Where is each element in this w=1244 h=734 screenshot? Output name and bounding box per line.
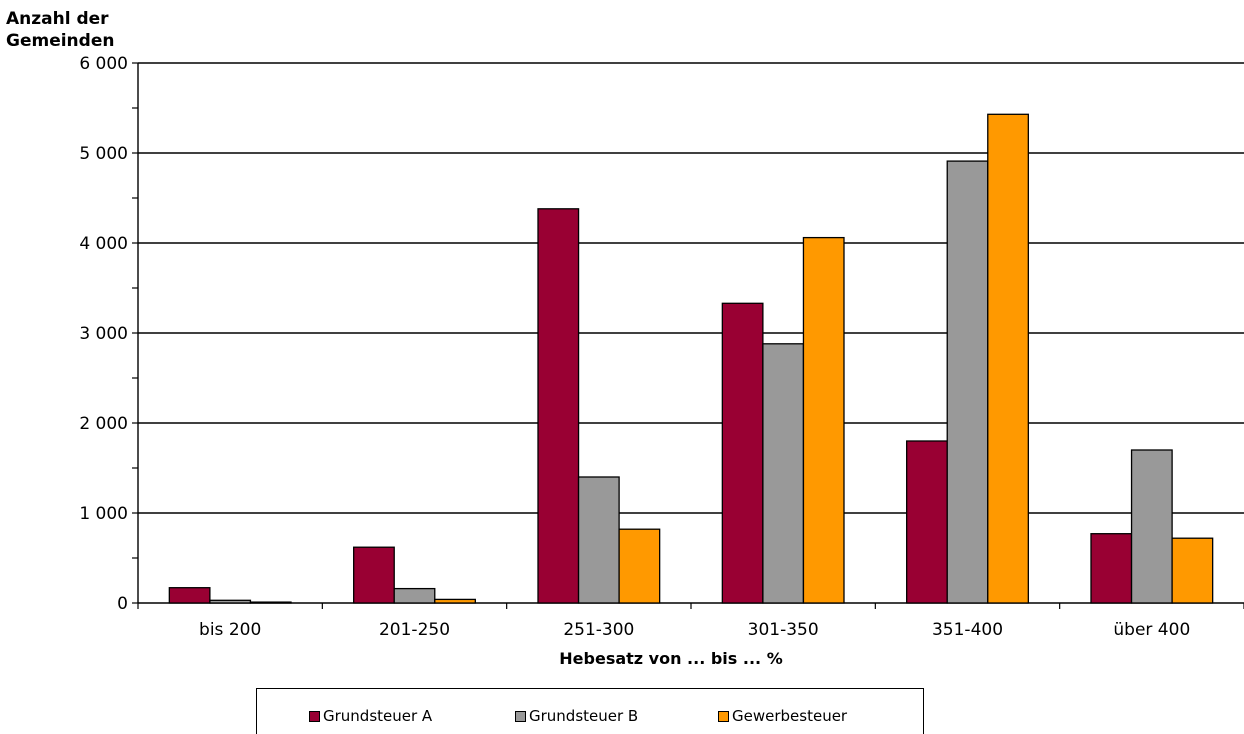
x-tick-label-2: 251-300 <box>563 620 634 640</box>
bar-grundsteuer-b-4 <box>946 160 989 604</box>
y-tick-label-6: 6 000 <box>79 54 128 74</box>
bar-gewerbesteuer-0 <box>249 601 292 604</box>
bar-grundsteuer-a-1 <box>353 546 395 604</box>
bar-grundsteuer-a-3 <box>721 302 764 604</box>
y-tick-label-1: 1 000 <box>79 504 128 524</box>
legend-label-grundsteuer-a: Grundsteuer A <box>323 707 433 725</box>
bar-gewerbesteuer-4 <box>987 113 1029 604</box>
x-tick-label-3: 301-350 <box>748 620 819 640</box>
y-tick-label-5: 5 000 <box>79 144 128 164</box>
legend-item-grundsteuer-a: Grundsteuer A <box>309 707 432 725</box>
legend: Grundsteuer A Grundsteuer B Gewerbesteue… <box>256 688 924 734</box>
legend-swatch-gewerbesteuer <box>718 710 729 722</box>
legend-swatch-grundsteuer-a <box>309 710 320 722</box>
bar-grundsteuer-b-3 <box>762 343 805 604</box>
y-tick-label-4: 4 000 <box>79 234 128 254</box>
legend-label-gewerbesteuer: Gewerbesteuer <box>732 707 848 725</box>
bar-grundsteuer-b-5 <box>1130 449 1173 604</box>
bar-grundsteuer-b-2 <box>577 476 620 604</box>
bar-grundsteuer-a-5 <box>1090 533 1133 604</box>
x-tick-label-5: über 400 <box>1113 620 1190 640</box>
bar-grundsteuer-a-0 <box>168 587 211 604</box>
bar-gewerbesteuer-1 <box>434 598 476 604</box>
x-tick-label-1: 201-250 <box>379 620 450 640</box>
legend-label-grundsteuer-b: Grundsteuer B <box>529 707 639 725</box>
y-tick-label-3: 3 000 <box>79 324 128 344</box>
x-tick-label-4: 351-400 <box>932 620 1003 640</box>
y-tick-label-2: 2 000 <box>79 414 128 434</box>
bar-grundsteuer-a-4 <box>906 440 948 604</box>
bar-gewerbesteuer-3 <box>802 236 845 604</box>
legend-item-grundsteuer-b: Grundsteuer B <box>515 707 638 725</box>
bar-grundsteuer-b-1 <box>393 587 436 604</box>
x-tick-label-0: bis 200 <box>199 620 261 640</box>
bar-grundsteuer-b-0 <box>209 599 252 604</box>
x-axis-title: Hebesatz von ... bis ... % <box>559 649 782 668</box>
y-tick-label-0: 0 <box>117 594 128 614</box>
legend-swatch-grundsteuer-b <box>515 710 526 722</box>
bar-grundsteuer-a-2 <box>537 208 580 604</box>
legend-item-gewerbesteuer: Gewerbesteuer <box>718 707 847 725</box>
y-axis-title: Anzahl der Gemeinden <box>6 9 115 51</box>
bar-gewerbesteuer-2 <box>618 528 661 604</box>
bar-gewerbesteuer-5 <box>1171 537 1214 604</box>
